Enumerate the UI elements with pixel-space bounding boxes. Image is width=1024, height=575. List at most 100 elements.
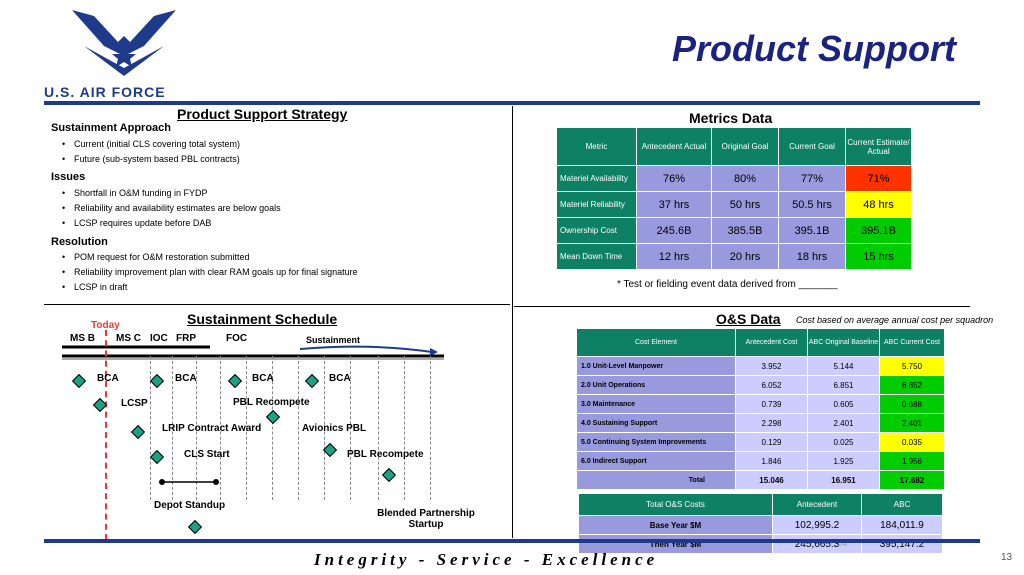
milestone-ms-b: MS B [70, 333, 95, 344]
lrip-marker [130, 424, 146, 440]
issues-item: LCSP requires update before DAB [62, 218, 211, 228]
schedule-title: Sustainment Schedule [187, 311, 338, 327]
bca-label: BCA [175, 373, 197, 384]
metrics-header: Original Goal [711, 127, 779, 166]
page-title: Product Support [672, 28, 956, 69]
metrics-header: Current Goal [778, 127, 846, 166]
overlay-page-number: 14 [836, 538, 848, 549]
tot-value: 245,665.3 [772, 534, 862, 554]
depot-label: Depot Standup [154, 500, 226, 511]
metric-value: 245.6B [636, 217, 712, 244]
om-value: 3.952 [735, 356, 808, 376]
om-total-value: 16.951 [807, 470, 880, 490]
tot-value: 102,995.2 [772, 515, 862, 535]
milestone-frp: FRP [176, 333, 196, 344]
metric-value: 50.5 hrs [778, 191, 846, 218]
bca-marker [71, 373, 87, 389]
bca-marker [304, 373, 320, 389]
milestone-foc: FOC [226, 333, 248, 344]
om-total-value: 15.046 [735, 470, 808, 490]
horizontal-divider-left [44, 304, 510, 305]
schedule-gridline [378, 356, 379, 500]
schedule-gridline [272, 356, 273, 500]
schedule-gridline [298, 356, 299, 500]
om-value: 0.025 [807, 432, 880, 452]
metric-value: 20 hrs [711, 243, 779, 270]
om-current: 2.401 [879, 413, 945, 433]
metrics-note: * Test or fielding event data derived fr… [617, 279, 838, 290]
om-subtitle: Cost based on average annual cost per sq… [796, 315, 994, 325]
today-label: Today [91, 320, 120, 331]
om-value: 1.846 [735, 451, 808, 471]
metric-value: 385.5B [711, 217, 779, 244]
table-row: 3.0 Maintenance 0.739 0.605 0.688 [576, 394, 945, 414]
om-header: Antecedent Cost [735, 328, 808, 357]
schedule-timeline [62, 345, 444, 360]
metric-value: 77% [778, 165, 846, 192]
metrics-header: Current Estimate/ Actual [845, 127, 912, 166]
om-total-label: Total [576, 470, 736, 490]
sustainment-heading: Sustainment Approach [51, 122, 171, 134]
metric-value: 50 hrs [711, 191, 779, 218]
tot-header: Antecedent [772, 493, 862, 516]
resolution-heading: Resolution [51, 236, 108, 248]
sustainment-item: Current (initial CLS covering total syst… [62, 139, 240, 149]
om-header: ABC Current Cost [879, 328, 945, 357]
table-row: 1.0 Unit-Level Manpower 3.952 5.144 5.75… [576, 356, 945, 376]
footer-motto: Integrity - Service - Excellence [314, 550, 659, 569]
om-row-label: 6.0 Indirect Support [576, 451, 736, 471]
schedule-gridline [404, 356, 405, 500]
om-value: 2.401 [807, 413, 880, 433]
milestone-ms-c: MS C [116, 333, 141, 344]
pbl-recompete2-marker [381, 467, 397, 483]
om-row-label: 2.0 Unit Operations [576, 375, 736, 395]
bca-label: BCA [97, 373, 119, 384]
metric-estimate: 15 hrs [845, 243, 912, 270]
om-current: 6.852 [879, 375, 945, 395]
table-row: Materiel Availability 76% 80% 77% 71% [556, 165, 912, 192]
om-value: 0.605 [807, 394, 880, 414]
issues-heading: Issues [51, 171, 86, 183]
strategy-title: Product Support Strategy [177, 106, 348, 122]
om-row-label: 5.0 Continuing System Improvements [576, 432, 736, 452]
issues-item: Shortfall in O&M funding in FYDP [62, 188, 208, 198]
bca-marker [227, 373, 243, 389]
metric-label: Materiel Availability [556, 165, 637, 192]
om-row-label: 1.0 Unit-Level Manpower [576, 356, 736, 376]
tot-header: Total O&S Costs [578, 493, 773, 516]
om-table: Cost Element Antecedent Cost ABC Origina… [576, 328, 945, 490]
page-number: 13 [1001, 552, 1013, 563]
table-row: Mean Down Time 12 hrs 20 hrs 18 hrs 15 h… [556, 243, 912, 270]
tot-value: 395,147.2 [861, 534, 943, 554]
vertical-divider [512, 106, 513, 538]
metric-estimate: 395.1B [845, 217, 912, 244]
table-row-total: Total 15.046 16.951 17.682 [576, 470, 945, 490]
schedule-gridline [324, 356, 325, 500]
metric-label: Materiel Reliability [556, 191, 637, 218]
resolution-item: Reliability improvement plan with clear … [62, 267, 358, 277]
table-row: Ownership Cost 245.6B 385.5B 395.1B 395.… [556, 217, 912, 244]
om-value: 5.144 [807, 356, 880, 376]
schedule-gridline [430, 356, 431, 500]
issues-item: Reliability and availability estimates a… [62, 203, 281, 213]
om-current: 1.956 [879, 451, 945, 471]
header-divider [44, 101, 980, 105]
om-current: 0.035 [879, 432, 945, 452]
depot-bar [159, 479, 219, 485]
tot-value: 184,011.9 [861, 515, 943, 535]
table-row: 5.0 Continuing System Improvements 0.129… [576, 432, 945, 452]
metric-value: 12 hrs [636, 243, 712, 270]
milestone-ioc: IOC [150, 333, 168, 344]
metric-value: 76% [636, 165, 712, 192]
om-current: 0.688 [879, 394, 945, 414]
metric-value: 18 hrs [778, 243, 846, 270]
om-current: 5.750 [879, 356, 945, 376]
schedule-gridline [246, 356, 247, 500]
sustainment-label: Sustainment [306, 335, 361, 345]
cls-start-marker [149, 449, 165, 465]
metrics-header: Metric [556, 127, 637, 166]
total-os-table: Total O&S Costs Antecedent ABC Base Year… [578, 493, 943, 554]
om-value: 6.851 [807, 375, 880, 395]
sustainment-item: Future (sub-system based PBL contracts) [62, 154, 240, 164]
resolution-item: LCSP in draft [62, 282, 127, 292]
